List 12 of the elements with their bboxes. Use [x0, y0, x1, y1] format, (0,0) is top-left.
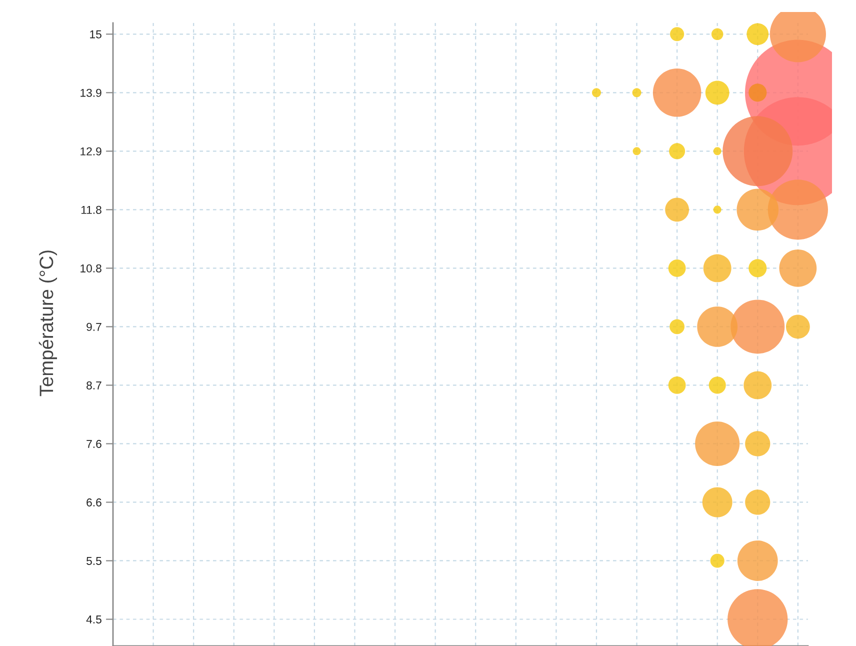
y-tick-label: 12.9	[80, 147, 102, 156]
y-tick-label: 15	[90, 30, 102, 38]
y-tick-label: 10.8	[80, 264, 102, 272]
y-tick-label: 11.8	[81, 206, 102, 214]
y-tick-label: 8.7	[86, 381, 102, 390]
y-tick-label: 9.7	[86, 322, 102, 331]
y-axis-title: Température (°C)	[38, 250, 57, 396]
y-tick-label: 5.5	[86, 557, 102, 565]
y-tick-label: 13.9	[80, 88, 102, 97]
y-tick-label: 6.6	[86, 498, 102, 506]
y-tick-label: 7.6	[86, 440, 102, 448]
y-tick-label: 4.5	[86, 616, 102, 624]
